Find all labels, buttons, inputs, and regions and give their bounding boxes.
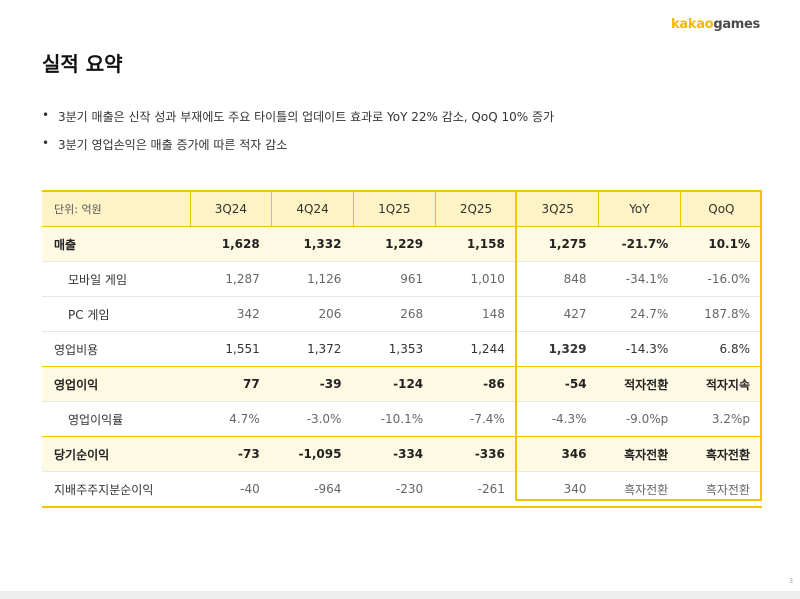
table-cell: 1,372 — [271, 331, 354, 367]
table-cell: 흑자전환 — [680, 436, 762, 472]
table-row: 당기순이익 -73 -1,095 -334 -336 346 흑자전환 흑자전환 — [42, 436, 762, 472]
table-cell: 1,628 — [190, 226, 272, 262]
table-cell: 1,244 — [435, 331, 517, 367]
footer-bar — [0, 591, 800, 599]
table-cell: 1,287 — [190, 261, 272, 297]
table-cell: -7.4% — [435, 401, 517, 437]
table-cell: 10.1% — [680, 226, 762, 262]
table-cell: 848 — [516, 261, 599, 297]
table-cell: 148 — [435, 296, 517, 332]
table-cell: 1,010 — [435, 261, 517, 297]
page-title: 실적 요약 — [42, 52, 123, 76]
table-cell: 6.8% — [680, 331, 762, 367]
bullet-symbol: • — [42, 108, 50, 122]
table-header-row: 단위: 억원 3Q24 4Q24 1Q25 2Q25 3Q25 YoY QoQ — [42, 190, 762, 227]
bullet-symbol: • — [42, 136, 50, 150]
table-row: PC 게임 342 206 268 148 427 24.7% 187.8% — [42, 296, 762, 332]
table-cell: -16.0% — [680, 261, 762, 297]
table-cell: 1,158 — [435, 226, 517, 262]
column-header: 3Q25 — [516, 190, 599, 227]
table-cell: -230 — [353, 471, 436, 508]
logo-kakao-text: kakao — [671, 17, 714, 32]
table-cell: -34.1% — [598, 261, 681, 297]
table-row: 모바일 게임 1,287 1,126 961 1,010 848 -34.1% … — [42, 261, 762, 297]
table-cell: 흑자전환 — [680, 471, 762, 508]
summary-bullets: • 3분기 매출은 신작 성과 부재에도 주요 타이틀의 업데이트 효과로 YoY… — [42, 108, 554, 164]
table-cell: 346 — [516, 436, 599, 472]
table-cell: -14.3% — [598, 331, 681, 367]
table-cell: -21.7% — [598, 226, 681, 262]
page-number: 3 — [789, 578, 793, 585]
table-cell: 적자전환 — [598, 366, 681, 402]
table-cell: 적자지속 — [680, 366, 762, 402]
table-cell: -40 — [190, 471, 272, 508]
column-header: 3Q24 — [189, 190, 272, 227]
bullet-item: • 3분기 영업손익은 매출 증가에 따른 적자 감소 — [42, 136, 554, 164]
table-cell: 흑자전환 — [598, 471, 681, 508]
column-header: YoY — [598, 190, 681, 227]
table-cell: 1,329 — [516, 331, 599, 367]
table-cell: 1,332 — [271, 226, 354, 262]
bullet-item: • 3분기 매출은 신작 성과 부재에도 주요 타이틀의 업데이트 효과로 YoY… — [42, 108, 554, 136]
table-cell: -10.1% — [353, 401, 436, 437]
table-cell: -4.3% — [516, 401, 599, 437]
column-header: 4Q24 — [271, 190, 354, 227]
table-cell: 24.7% — [598, 296, 681, 332]
column-header: QoQ — [679, 190, 762, 227]
table-row: 영업이익 77 -39 -124 -86 -54 적자전환 적자지속 — [42, 366, 762, 402]
table-cell: -9.0%p — [598, 401, 681, 437]
logo-games-text: games — [713, 17, 760, 32]
row-label: 매출 — [42, 226, 191, 262]
table-cell: 1,275 — [516, 226, 599, 262]
column-header: 2Q25 — [434, 190, 517, 227]
table-cell: 427 — [516, 296, 599, 332]
table-cell: -261 — [435, 471, 517, 508]
table-cell: 흑자전환 — [598, 436, 681, 472]
table-cell: 3.2%p — [680, 401, 762, 437]
table-cell: 4.7% — [190, 401, 272, 437]
column-header: 1Q25 — [352, 190, 436, 227]
table-cell: -336 — [435, 436, 517, 472]
table-cell: -334 — [353, 436, 436, 472]
table-cell: 342 — [190, 296, 272, 332]
table-cell: -1,095 — [271, 436, 354, 472]
table-row: 매출 1,628 1,332 1,229 1,158 1,275 -21.7% … — [42, 226, 762, 262]
table-cell: 206 — [271, 296, 354, 332]
table-cell: 1,229 — [353, 226, 436, 262]
table-cell: 187.8% — [680, 296, 762, 332]
row-label: 지배주주지분순이익 — [42, 471, 191, 508]
earnings-summary-table: 단위: 억원 3Q24 4Q24 1Q25 2Q25 3Q25 YoY QoQ … — [42, 190, 762, 508]
kakaogames-logo: kakaogames — [671, 17, 760, 32]
table-cell: -3.0% — [271, 401, 354, 437]
table-cell: 961 — [353, 261, 436, 297]
table-cell: -964 — [271, 471, 354, 508]
table-cell: -73 — [190, 436, 272, 472]
row-label: 영업이익률 — [42, 401, 191, 437]
table-cell: 1,551 — [190, 331, 272, 367]
row-label: 영업이익 — [42, 366, 191, 402]
table-cell: 1,353 — [353, 331, 436, 367]
row-label: PC 게임 — [42, 296, 191, 332]
table-cell: -124 — [353, 366, 436, 402]
table-cell: 77 — [190, 366, 272, 402]
unit-label: 단위: 억원 — [42, 190, 191, 227]
table-row: 영업비용 1,551 1,372 1,353 1,244 1,329 -14.3… — [42, 331, 762, 367]
table-cell: -54 — [516, 366, 599, 402]
table-cell: 268 — [353, 296, 436, 332]
bullet-text: 3분기 매출은 신작 성과 부재에도 주요 타이틀의 업데이트 효과로 YoY … — [58, 110, 555, 124]
table-cell: 1,126 — [271, 261, 354, 297]
row-label: 영업비용 — [42, 331, 191, 367]
table-cell: -86 — [435, 366, 517, 402]
row-label: 모바일 게임 — [42, 261, 191, 297]
bullet-text: 3분기 영업손익은 매출 증가에 따른 적자 감소 — [58, 138, 288, 152]
table-cell: 340 — [516, 471, 599, 508]
row-label: 당기순이익 — [42, 436, 191, 472]
table-row: 지배주주지분순이익 -40 -964 -230 -261 340 흑자전환 흑자… — [42, 471, 762, 508]
table-row: 영업이익률 4.7% -3.0% -10.1% -7.4% -4.3% -9.0… — [42, 401, 762, 437]
table-cell: -39 — [271, 366, 354, 402]
